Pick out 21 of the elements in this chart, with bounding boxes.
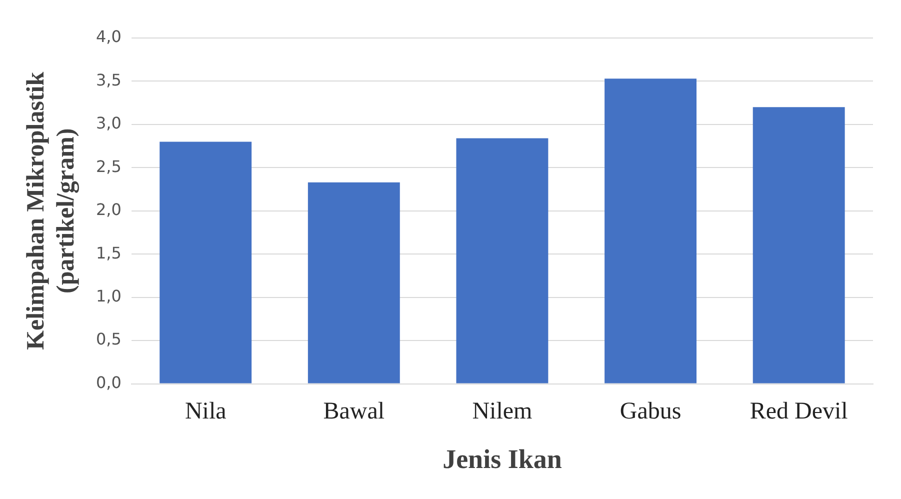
bar [604,78,697,384]
y-tick-label: 3,0 [96,114,122,133]
x-tick-label: Gabus [620,398,682,424]
y-tick-label: 0,5 [96,330,122,349]
y-tick-label: 1,0 [96,286,122,306]
y-tick-label: 0,0 [96,372,122,392]
x-axis-title: Jenis Ikan [442,444,562,474]
y-tick-label: 1,5 [96,243,122,262]
x-tick-label: Nila [184,398,227,424]
y-tick-label: 2,0 [96,200,122,220]
x-tick-label: Nilem [472,398,533,424]
bar [308,182,400,384]
y-tick-label: 4,0 [96,27,122,46]
x-tick-label: Bawal [323,398,385,424]
x-tick-label: Red Devil [750,398,848,424]
y-tick-label: 3,5 [96,70,122,90]
bar [160,142,252,384]
bar [456,138,548,384]
bar [752,107,845,384]
y-tick-label: 2,5 [96,156,122,176]
y-axis-title: Kelimpahan Mikroplastik (partikel/gram) [22,72,80,350]
